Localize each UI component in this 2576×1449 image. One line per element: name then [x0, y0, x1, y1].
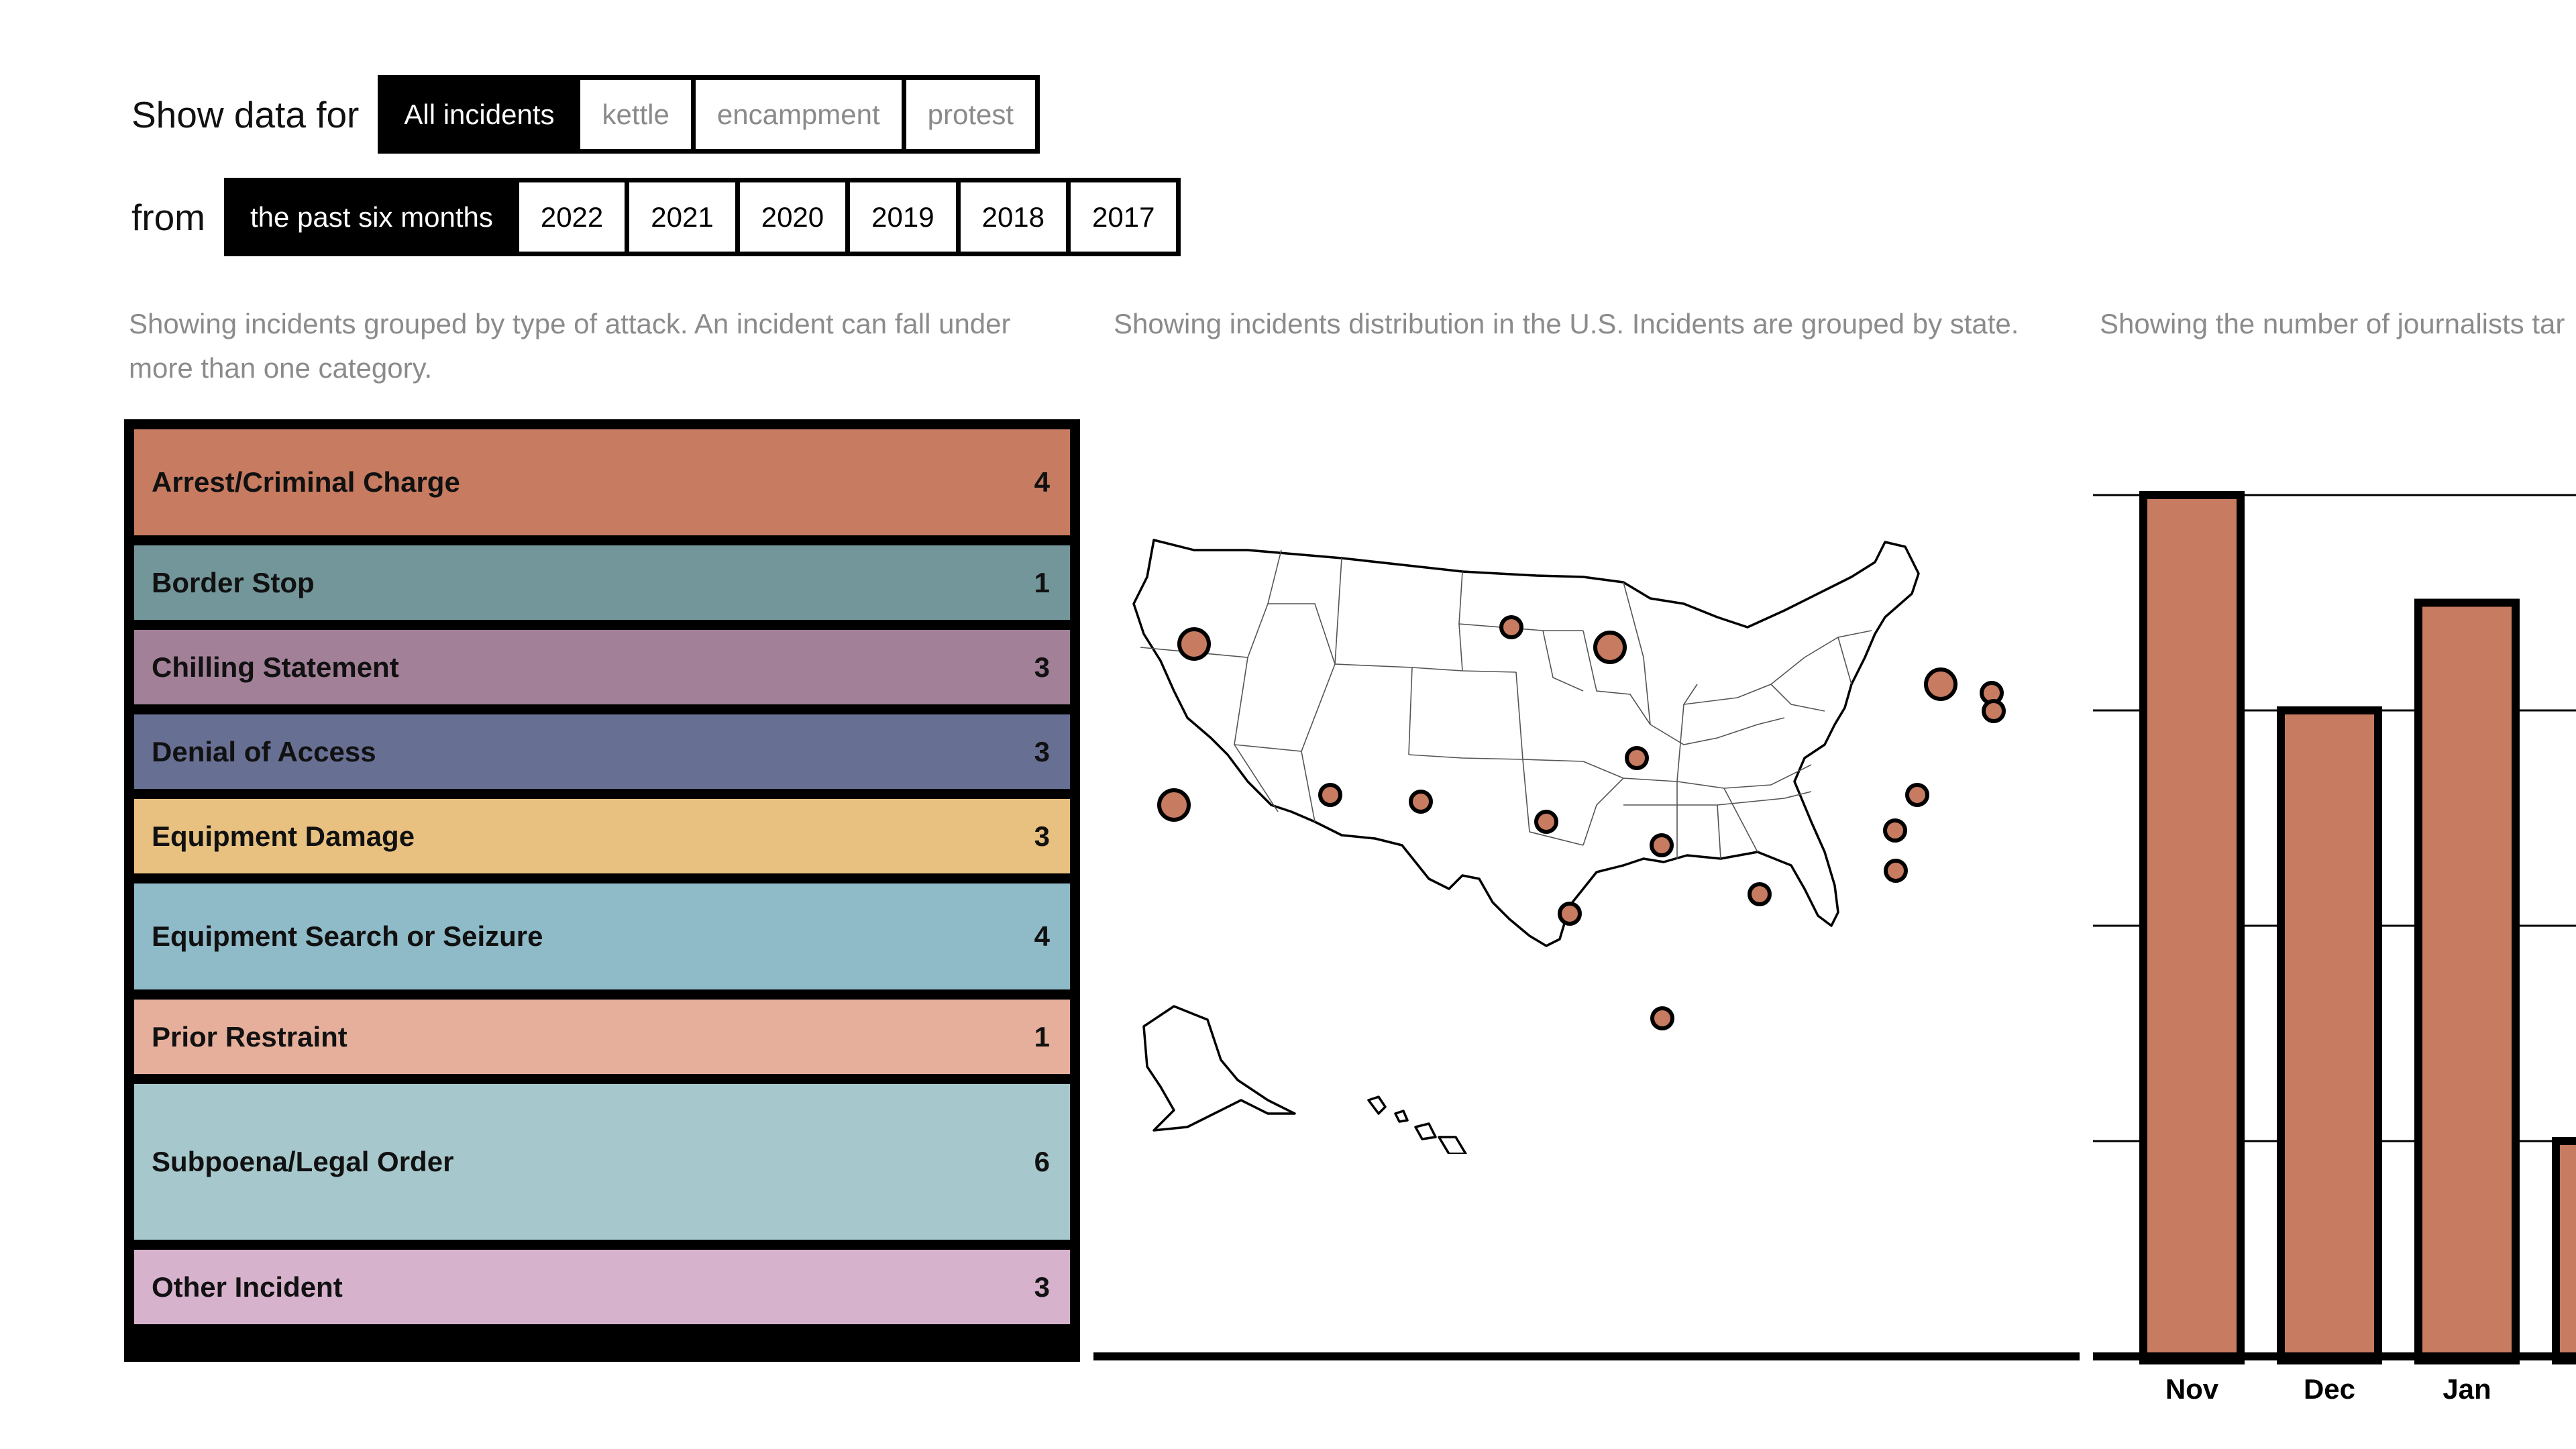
chart-bars: [2139, 491, 2576, 1364]
category-label: Arrest/Criminal Charge: [152, 466, 460, 498]
category-label: Other Incident: [152, 1271, 343, 1303]
category-arrest-criminal-charge[interactable]: Arrest/Criminal Charge 4: [134, 429, 1070, 535]
marker-ok[interactable]: [1558, 902, 1582, 926]
period-2019-button[interactable]: 2019: [850, 182, 956, 252]
category-list: Arrest/Criminal Charge 4 Border Stop 1 Chill…: [124, 419, 1080, 1362]
period-filter-row: from the past six months 2022 2021 2020 2019…: [131, 178, 1181, 256]
type-filter-row: Show data for All incidents kettle encampm…: [131, 75, 1040, 154]
bar-jan[interactable]: [2414, 598, 2520, 1364]
categories-caption-line1: Showing incidents grouped by type of att…: [129, 308, 1011, 339]
monthly-bar-chart: Nov Dec Jan: [2093, 491, 2576, 1405]
type-kettle-button[interactable]: kettle: [580, 80, 691, 149]
marker-md[interactable]: [1905, 783, 1929, 807]
categories-caption-line2: more than one category.: [129, 352, 433, 384]
x-label-nov: Nov: [2165, 1373, 2219, 1405]
category-label: Border Stop: [152, 566, 315, 598]
category-label: Denial of Access: [152, 735, 376, 767]
marker-nd[interactable]: [1499, 615, 1523, 639]
category-count: 4: [1034, 466, 1050, 498]
map-baseline: [1093, 1352, 2080, 1360]
category-count: 6: [1034, 1146, 1050, 1177]
categories-caption: Showing incidents grouped by type of att…: [129, 302, 1011, 390]
x-label-dec: Dec: [2304, 1373, 2355, 1405]
period-2017-button[interactable]: 2017: [1071, 182, 1177, 252]
marker-ri[interactable]: [1982, 699, 2006, 723]
marker-ks[interactable]: [1534, 810, 1558, 834]
state-borders: [1140, 549, 1872, 859]
period-filter-group: the past six months 2022 2021 2020 2019 2018 2…: [224, 178, 1181, 256]
type-protest-button[interactable]: protest: [906, 80, 1036, 149]
category-prior-restraint[interactable]: Prior Restraint 1: [134, 1000, 1070, 1074]
period-2021-button[interactable]: 2021: [629, 182, 735, 252]
category-equipment-search-or-seizure[interactable]: Equipment Search or Seizure 4: [134, 883, 1070, 989]
marker-ia[interactable]: [1625, 746, 1649, 770]
category-label: Equipment Search or Seizure: [152, 920, 543, 952]
marker-or[interactable]: [1177, 627, 1211, 661]
x-label-jan: Jan: [2443, 1373, 2491, 1405]
bar-partial[interactable]: [2552, 1137, 2576, 1364]
marker-nc[interactable]: [1884, 859, 1908, 883]
category-count: 3: [1034, 820, 1050, 852]
period-2018-button[interactable]: 2018: [960, 182, 1067, 252]
marker-ca[interactable]: [1157, 788, 1191, 822]
marker-tn[interactable]: [1748, 882, 1772, 906]
category-denial-of-access[interactable]: Denial of Access 3: [134, 714, 1070, 789]
period-the-past-six-months-button[interactable]: the past six months: [229, 182, 515, 252]
type-encampment-button[interactable]: encampment: [695, 80, 902, 149]
marker-mn[interactable]: [1593, 631, 1627, 664]
category-other-incident[interactable]: Other Incident 3: [134, 1250, 1070, 1324]
category-count: 3: [1034, 735, 1050, 767]
marker-la[interactable]: [1650, 1006, 1674, 1030]
categories-baseline: [124, 1352, 1080, 1360]
category-equipment-damage[interactable]: Equipment Damage 3: [134, 799, 1070, 873]
type-all-incidents-button[interactable]: All incidents: [382, 80, 576, 149]
type-filter-group: All incidents kettle encampment protest: [378, 75, 1040, 154]
category-count: 3: [1034, 1271, 1050, 1303]
marker-mo[interactable]: [1650, 833, 1674, 857]
category-label: Prior Restraint: [152, 1020, 347, 1053]
marker-ny[interactable]: [1924, 667, 1957, 701]
marker-co[interactable]: [1409, 790, 1433, 814]
bar-dec[interactable]: [2277, 706, 2382, 1364]
period-2022-button[interactable]: 2022: [519, 182, 625, 252]
category-subpoena-legal-order[interactable]: Subpoena/Legal Order 6: [134, 1084, 1070, 1240]
category-count: 4: [1034, 920, 1050, 952]
category-count: 1: [1034, 566, 1050, 598]
category-label: Chilling Statement: [152, 651, 399, 683]
chart-caption: Showing the number of journalists tar: [2100, 308, 2565, 339]
category-count: 1: [1034, 1020, 1050, 1053]
marker-ut[interactable]: [1318, 783, 1342, 807]
bar-nov[interactable]: [2139, 491, 2245, 1364]
us-outline: [1132, 539, 1920, 1154]
show-data-label: Show data for: [131, 93, 360, 136]
map-caption: Showing incidents distribution in the U.…: [1114, 308, 2019, 339]
chart-x-labels: Nov Dec Jan: [2165, 1373, 2491, 1405]
incident-markers: [1157, 615, 2006, 1030]
chart-baseline: [2093, 1352, 2576, 1360]
period-2020-button[interactable]: 2020: [739, 182, 846, 252]
category-border-stop[interactable]: Border Stop 1: [134, 545, 1070, 620]
marker-va[interactable]: [1883, 818, 1907, 843]
category-label: Equipment Damage: [152, 820, 415, 852]
from-label: from: [131, 196, 205, 238]
category-chilling-statement[interactable]: Chilling Statement 3: [134, 630, 1070, 704]
us-incident-map: [1132, 539, 2006, 1154]
category-label: Subpoena/Legal Order: [152, 1146, 454, 1177]
category-count: 3: [1034, 651, 1050, 683]
